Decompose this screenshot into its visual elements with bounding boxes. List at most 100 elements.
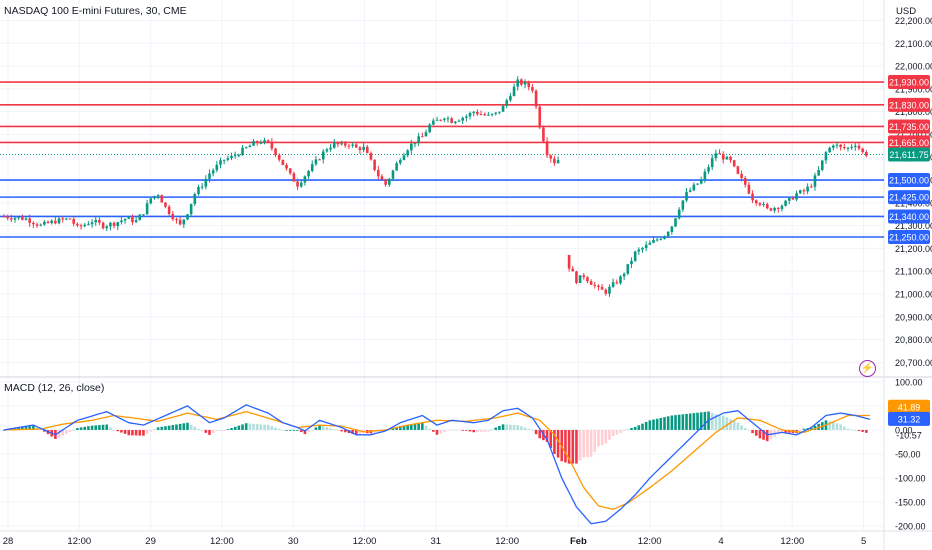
- candle-body: [167, 206, 171, 215]
- candle-body: [226, 158, 230, 160]
- candle-body: [432, 120, 435, 125]
- histogram-bar: [387, 429, 391, 431]
- time-tick-label: 4: [718, 536, 723, 547]
- candle-body: [252, 141, 255, 146]
- candle-body: [399, 159, 402, 164]
- candle-body: [340, 143, 343, 145]
- histogram-bar: [648, 420, 652, 430]
- candle-body: [417, 136, 420, 144]
- histogram-bar: [259, 424, 263, 430]
- histogram-bar: [230, 428, 233, 430]
- candle-body: [641, 248, 644, 250]
- candle-body: [325, 149, 329, 152]
- candle-body: [472, 111, 475, 113]
- histogram-bar: [189, 424, 193, 430]
- lightning-icon[interactable]: ⚡: [859, 360, 876, 377]
- candle-body: [450, 118, 453, 124]
- histogram-bar: [593, 429, 597, 452]
- candle-body: [266, 140, 270, 142]
- candle-body: [259, 142, 263, 144]
- candle-body: [373, 159, 376, 171]
- price-tick-label: 21,300.00: [895, 221, 932, 231]
- candle-body: [670, 226, 674, 232]
- candle-body: [54, 220, 57, 224]
- candle-body: [288, 168, 292, 174]
- time-tick-label: 29: [145, 536, 156, 547]
- histogram-bar: [424, 425, 428, 430]
- candle-body: [292, 173, 296, 182]
- level-price-label: 21,250.00: [889, 232, 929, 242]
- candle-body: [534, 90, 538, 107]
- candle-body: [105, 226, 109, 229]
- candle-body: [369, 152, 373, 160]
- histogram-bar: [204, 429, 208, 433]
- candles: [2, 76, 868, 297]
- histogram-bar: [94, 425, 98, 430]
- candle-body: [776, 207, 780, 209]
- histogram-bar: [222, 429, 226, 431]
- candle-body: [806, 186, 809, 192]
- candle-body: [299, 182, 303, 187]
- histogram-bar: [149, 429, 153, 432]
- candle-body: [197, 186, 200, 195]
- candle-body: [72, 219, 76, 224]
- candle-body: [39, 224, 42, 226]
- candle-body: [457, 120, 461, 122]
- candle-body: [6, 216, 9, 219]
- level-price-label: 21,340.00: [889, 212, 929, 222]
- candle-body: [318, 159, 321, 161]
- histogram-bar: [854, 429, 857, 431]
- histogram-bar: [655, 418, 659, 430]
- histogram-bar: [666, 416, 670, 430]
- candle-body: [454, 121, 457, 124]
- time-tick-label: 12:00: [353, 536, 377, 547]
- histogram-bar: [736, 422, 740, 430]
- histogram-bar: [186, 422, 189, 430]
- level-price-label-bg: [888, 119, 930, 134]
- histogram-bar: [116, 429, 120, 432]
- candle-body: [659, 238, 663, 240]
- histogram-bar: [758, 429, 762, 439]
- candle-body: [215, 164, 219, 171]
- candle-body: [98, 220, 101, 223]
- candle-body: [222, 159, 226, 161]
- histogram-bar: [538, 429, 542, 439]
- candle-body: [762, 204, 765, 206]
- histogram-bar: [164, 426, 167, 430]
- candle-body: [87, 224, 90, 226]
- candle-body: [832, 145, 835, 148]
- candle-body: [384, 179, 387, 185]
- candle-body: [465, 116, 468, 118]
- candle-body: [439, 119, 442, 121]
- candle-body: [263, 140, 266, 143]
- candle-body: [802, 190, 806, 192]
- level-price-label: 21,500.00: [889, 176, 929, 186]
- time-tick-label: 12:00: [495, 536, 519, 547]
- candle-body: [83, 224, 87, 227]
- candle-body: [332, 141, 336, 148]
- histogram-bar: [630, 427, 633, 430]
- candle-body: [545, 141, 549, 156]
- histogram-bar: [483, 429, 487, 432]
- time-tick-label: 31: [431, 536, 442, 547]
- histogram-bar: [178, 423, 182, 430]
- histogram-bar: [586, 429, 589, 458]
- candle-body: [674, 218, 677, 227]
- signal-line: [4, 411, 870, 510]
- candle-body: [622, 273, 626, 277]
- macd-tick-label: 100.00: [895, 377, 923, 387]
- histogram-bar: [244, 423, 248, 430]
- candle-body: [556, 160, 560, 164]
- histogram-bar: [740, 425, 743, 430]
- histogram-bar: [780, 429, 784, 433]
- histogram-bar: [145, 429, 149, 434]
- candle-body: [743, 178, 747, 185]
- histogram-bar: [729, 419, 732, 430]
- candle-body: [699, 179, 703, 184]
- level-price-label-bg: [888, 97, 930, 112]
- histogram-bar: [663, 417, 666, 430]
- candle-body: [501, 105, 505, 112]
- last-price-label-bg: [888, 147, 930, 162]
- candle-body: [769, 208, 773, 211]
